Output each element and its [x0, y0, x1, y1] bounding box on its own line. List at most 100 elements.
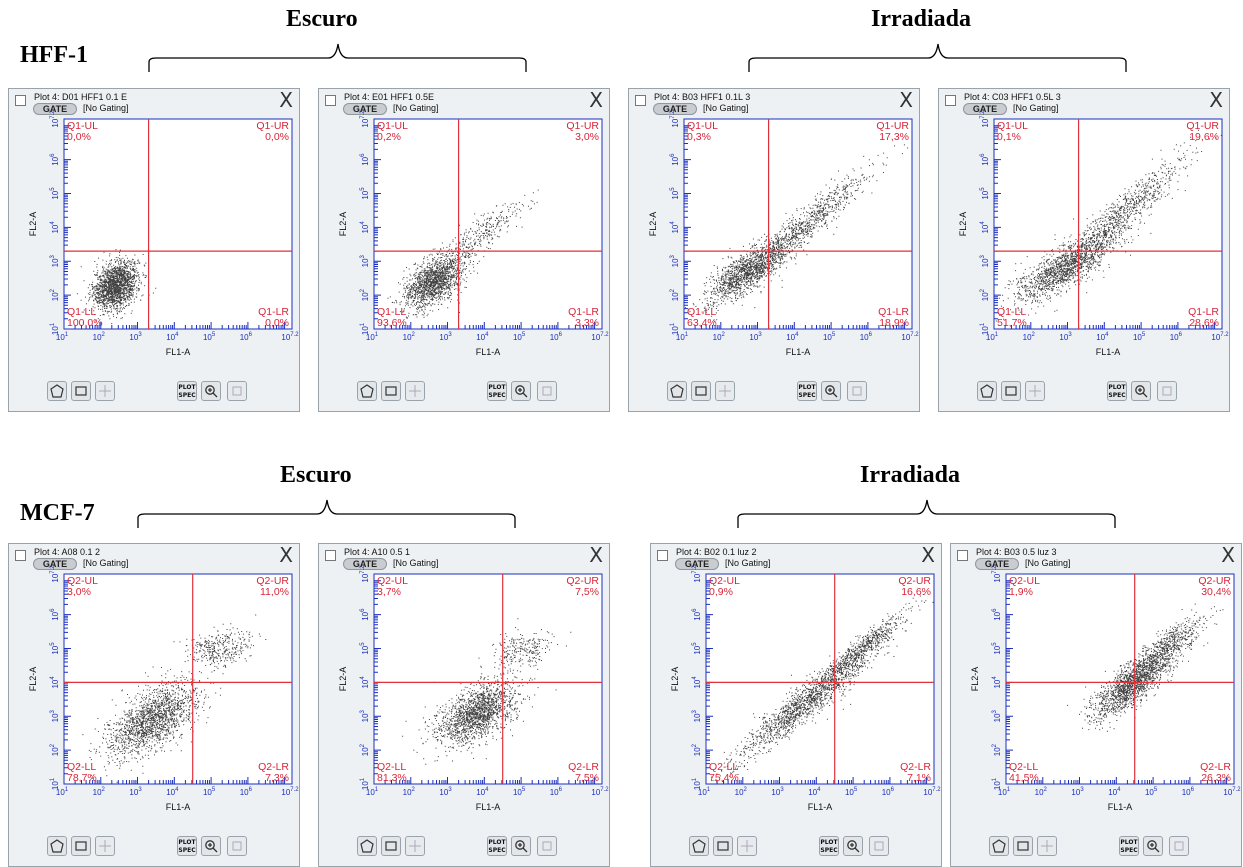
event-dot-cloud	[1067, 584, 1228, 732]
zoom-in-icon[interactable]	[821, 381, 841, 401]
plot-spec-icon[interactable]: PLOT SPEC	[1119, 836, 1139, 856]
close-icon[interactable]: X	[921, 543, 935, 567]
select-checkbox[interactable]	[325, 95, 336, 106]
gate-button[interactable]: GATE	[975, 558, 1019, 570]
rectangle-gate-icon[interactable]	[1001, 381, 1021, 401]
gate-button[interactable]: GATE	[963, 103, 1007, 115]
tick-marks	[1005, 580, 1228, 785]
rectangle-gate-icon[interactable]	[713, 836, 733, 856]
quadrant-gate-icon[interactable]	[95, 381, 115, 401]
rectangle-gate-icon[interactable]	[71, 381, 91, 401]
select-checkbox[interactable]	[635, 95, 646, 106]
plot-title: Plot 4: A08 0.1 2	[34, 547, 101, 557]
zoom-in-icon[interactable]	[511, 836, 531, 856]
x-tick-label: 101	[998, 787, 1011, 797]
gate-button[interactable]: GATE	[33, 103, 77, 115]
zoom-in-icon[interactable]	[201, 381, 221, 401]
close-icon[interactable]: X	[279, 543, 293, 567]
select-checkbox[interactable]	[657, 550, 668, 561]
quadrant-gate-icon[interactable]	[1025, 381, 1045, 401]
polygon-gate-icon[interactable]	[977, 381, 997, 401]
rectangle-gate-icon[interactable]	[1013, 836, 1033, 856]
gate-button[interactable]: GATE	[33, 558, 77, 570]
plot-panel: Plot 4: A10 0.5 1 GATE [No Gating] X 101 101 1…	[318, 543, 610, 867]
zoom-fit-icon[interactable]	[537, 836, 557, 856]
x-tick-label: 105	[1145, 787, 1158, 797]
event-dot-cloud	[402, 618, 572, 765]
quadrant-gate-icon[interactable]	[715, 381, 735, 401]
x-axis-label: FL1-A	[1096, 347, 1121, 357]
quadrant-gate-icon[interactable]	[1037, 836, 1057, 856]
select-checkbox[interactable]	[957, 550, 968, 561]
quadrant-ul-name: Q1-UL	[687, 120, 718, 132]
zoom-fit-icon[interactable]	[847, 381, 867, 401]
plot-title: Plot 4: A10 0.5 1	[344, 547, 411, 557]
polygon-gate-icon[interactable]	[47, 381, 67, 401]
polygon-gate-icon[interactable]	[667, 381, 687, 401]
zoom-fit-icon[interactable]	[1157, 381, 1177, 401]
y-tick-label: 104	[360, 221, 370, 234]
zoom-in-icon[interactable]	[1143, 836, 1163, 856]
plot-spec-icon[interactable]: PLOT SPEC	[177, 381, 197, 401]
zoom-fit-icon[interactable]	[227, 836, 247, 856]
select-checkbox[interactable]	[15, 550, 26, 561]
rectangle-gate-icon[interactable]	[71, 836, 91, 856]
plot-toolbar: PLOT SPEC	[9, 381, 299, 401]
zoom-in-icon[interactable]	[201, 836, 221, 856]
quadrant-gate-icon[interactable]	[95, 836, 115, 856]
gate-button[interactable]: GATE	[343, 103, 387, 115]
plot-spec-icon[interactable]: PLOT SPEC	[1107, 381, 1127, 401]
polygon-gate-icon[interactable]	[357, 381, 377, 401]
zoom-fit-icon[interactable]	[1169, 836, 1189, 856]
quadrant-gate-icon[interactable]	[737, 836, 757, 856]
polygon-gate-icon[interactable]	[989, 836, 1009, 856]
zoom-in-icon[interactable]	[511, 381, 531, 401]
rectangle-gate-icon[interactable]	[691, 381, 711, 401]
gate-button[interactable]: GATE	[653, 103, 697, 115]
plot-spec-icon[interactable]: PLOT SPEC	[487, 381, 507, 401]
zoom-in-icon[interactable]	[1131, 381, 1151, 401]
event-dots	[1067, 584, 1228, 732]
select-checkbox[interactable]	[15, 95, 26, 106]
polygon-gate-icon[interactable]	[47, 836, 67, 856]
y-tick-label: 107.2	[670, 110, 680, 128]
y-tick-label: 106	[992, 608, 1002, 621]
plot-spec-icon[interactable]: PLOT SPEC	[819, 836, 839, 856]
zoom-fit-icon[interactable]	[537, 381, 557, 401]
close-icon[interactable]: X	[589, 88, 603, 112]
zoom-fit-icon[interactable]	[227, 381, 247, 401]
polygon-gate-icon[interactable]	[689, 836, 709, 856]
plot-spec-icon[interactable]: PLOT SPEC	[487, 836, 507, 856]
axis-frame	[63, 573, 293, 785]
quadrant-ul-name: Q2-UL	[709, 575, 740, 587]
x-tick-label: 105	[823, 332, 836, 342]
plot-spec-icon[interactable]: PLOT SPEC	[177, 836, 197, 856]
close-icon[interactable]: X	[899, 88, 913, 112]
polygon-gate-icon[interactable]	[357, 836, 377, 856]
plot-spec-icon[interactable]: PLOT SPEC	[797, 381, 817, 401]
select-checkbox[interactable]	[325, 550, 336, 561]
zoom-fit-icon[interactable]	[869, 836, 889, 856]
x-tick-label: 104	[786, 332, 799, 342]
event-dots	[76, 249, 157, 325]
y-tick-label: 107.2	[992, 565, 1002, 583]
close-icon[interactable]: X	[1221, 543, 1235, 567]
close-icon[interactable]: X	[279, 88, 293, 112]
rectangle-gate-icon[interactable]	[381, 836, 401, 856]
close-icon[interactable]: X	[1209, 88, 1223, 112]
gating-status: [No Gating]	[1013, 103, 1059, 113]
quadrant-ul-name: Q1-UL	[377, 120, 408, 132]
rectangle-gate-icon[interactable]	[381, 381, 401, 401]
close-icon[interactable]: X	[589, 543, 603, 567]
y-tick-label: 104	[50, 676, 60, 689]
x-tick-label: 104	[476, 787, 489, 797]
select-checkbox[interactable]	[945, 95, 956, 106]
zoom-in-icon[interactable]	[843, 836, 863, 856]
quadrant-lr-value: 3,3%	[575, 317, 599, 329]
gate-button[interactable]: GATE	[343, 558, 387, 570]
quadrant-gate-icon[interactable]	[405, 836, 425, 856]
quadrant-gate-icon[interactable]	[405, 381, 425, 401]
gate-button[interactable]: GATE	[675, 558, 719, 570]
